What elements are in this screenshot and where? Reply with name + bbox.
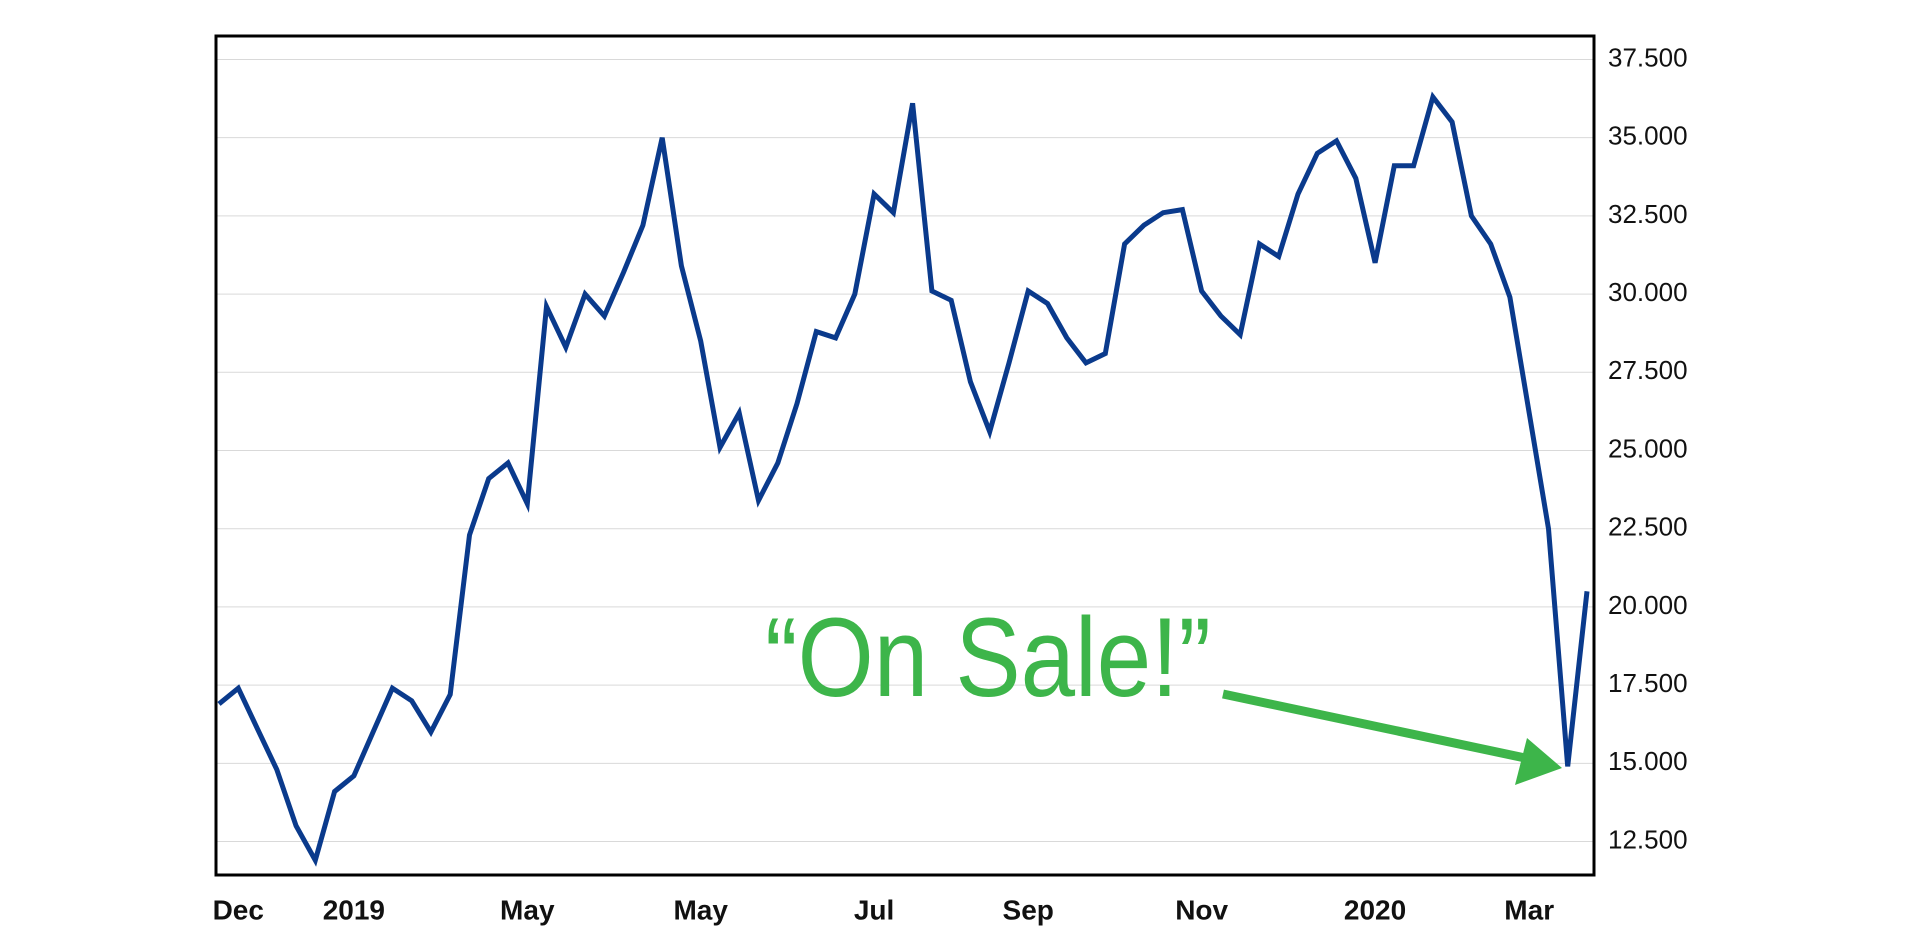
x-tick-label: Sep <box>1003 894 1054 925</box>
x-tick-label: Nov <box>1175 894 1228 925</box>
y-tick-label: 27.500 <box>1608 355 1688 385</box>
plot-frame <box>214 34 1596 877</box>
x-tick-label: May <box>673 894 728 925</box>
x-tick-label: Mar <box>1504 894 1554 925</box>
y-tick-label: 25.000 <box>1608 433 1688 463</box>
y-tick-label: 15.000 <box>1608 746 1688 776</box>
y-tick-label: 17.500 <box>1608 668 1688 698</box>
x-tick-label: 2019 <box>323 894 385 925</box>
x-tick-label: Jul <box>854 894 894 925</box>
y-tick-label: 37.500 <box>1608 42 1688 72</box>
y-tick-label: 30.000 <box>1608 277 1688 307</box>
x-tick-label: May <box>500 894 555 925</box>
annotation: “On Sale!” <box>765 595 1211 720</box>
annotation-arrow <box>1222 689 1526 763</box>
y-tick-label: 22.500 <box>1608 512 1688 542</box>
y-tick-label: 32.500 <box>1608 199 1688 229</box>
y-tick-label: 20.000 <box>1608 590 1688 620</box>
arrow-head <box>1515 738 1562 785</box>
x-tick-label: 2020 <box>1344 894 1406 925</box>
y-tick-label: 12.500 <box>1608 824 1688 854</box>
y-tick-label: 35.000 <box>1608 121 1688 151</box>
price-line <box>217 91 1590 867</box>
x-tick-label: Dec <box>213 894 264 925</box>
